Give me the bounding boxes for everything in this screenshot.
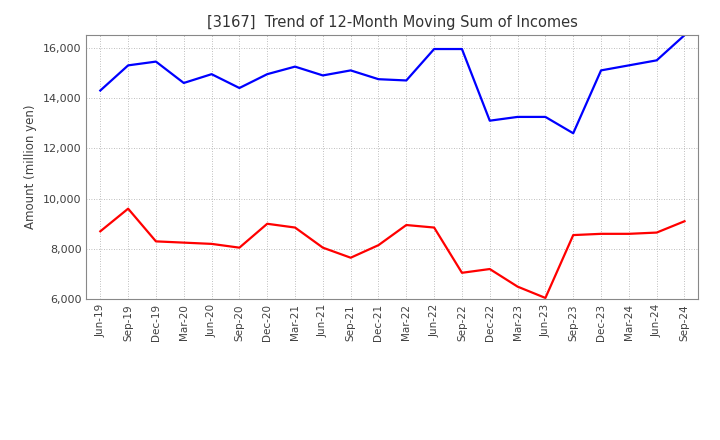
Ordinary Income bbox=[374, 77, 383, 82]
Ordinary Income bbox=[291, 64, 300, 69]
Ordinary Income bbox=[597, 68, 606, 73]
Ordinary Income bbox=[152, 59, 161, 64]
Title: [3167]  Trend of 12-Month Moving Sum of Incomes: [3167] Trend of 12-Month Moving Sum of I… bbox=[207, 15, 578, 30]
Ordinary Income bbox=[458, 46, 467, 51]
Ordinary Income bbox=[624, 63, 633, 68]
Ordinary Income bbox=[652, 58, 661, 63]
Ordinary Income bbox=[513, 114, 522, 120]
Ordinary Income bbox=[680, 33, 689, 38]
Ordinary Income bbox=[346, 68, 355, 73]
Ordinary Income bbox=[235, 85, 243, 91]
Net Income bbox=[235, 245, 243, 250]
Ordinary Income bbox=[430, 46, 438, 51]
Net Income bbox=[597, 231, 606, 236]
Ordinary Income bbox=[179, 81, 188, 86]
Ordinary Income bbox=[207, 72, 216, 77]
Net Income bbox=[207, 241, 216, 246]
Y-axis label: Amount (million yen): Amount (million yen) bbox=[24, 105, 37, 229]
Ordinary Income bbox=[318, 73, 327, 78]
Ordinary Income bbox=[96, 88, 104, 93]
Net Income bbox=[680, 219, 689, 224]
Net Income bbox=[318, 245, 327, 250]
Net Income bbox=[485, 266, 494, 271]
Ordinary Income bbox=[124, 63, 132, 68]
Ordinary Income bbox=[569, 131, 577, 136]
Net Income bbox=[624, 231, 633, 236]
Ordinary Income bbox=[402, 78, 410, 83]
Line: Ordinary Income: Ordinary Income bbox=[100, 35, 685, 133]
Net Income bbox=[291, 225, 300, 230]
Ordinary Income bbox=[541, 114, 550, 120]
Net Income bbox=[96, 229, 104, 234]
Net Income bbox=[124, 206, 132, 211]
Net Income bbox=[513, 284, 522, 289]
Net Income bbox=[179, 240, 188, 245]
Ordinary Income bbox=[485, 118, 494, 123]
Ordinary Income bbox=[263, 72, 271, 77]
Net Income bbox=[346, 255, 355, 260]
Net Income bbox=[152, 239, 161, 244]
Net Income bbox=[374, 242, 383, 248]
Net Income bbox=[458, 270, 467, 275]
Net Income bbox=[569, 232, 577, 238]
Net Income bbox=[430, 225, 438, 230]
Line: Net Income: Net Income bbox=[100, 209, 685, 298]
Net Income bbox=[263, 221, 271, 227]
Net Income bbox=[541, 295, 550, 301]
Net Income bbox=[402, 222, 410, 227]
Net Income bbox=[652, 230, 661, 235]
